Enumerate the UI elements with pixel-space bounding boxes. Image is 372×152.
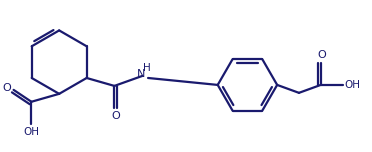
Text: OH: OH [23,128,39,137]
Text: OH: OH [344,80,360,90]
Text: H: H [143,63,151,73]
Text: O: O [111,111,120,121]
Text: O: O [2,83,11,93]
Text: N: N [137,69,145,79]
Text: O: O [317,50,326,60]
